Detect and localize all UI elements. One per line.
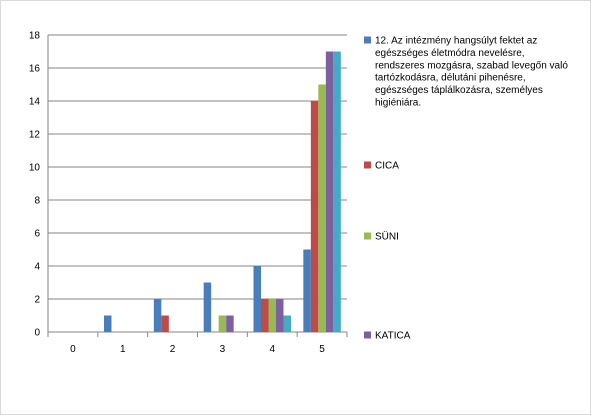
bar-series-2-cat-2 <box>161 315 169 332</box>
bar-series-4-cat-4 <box>276 299 284 332</box>
gridlines <box>48 34 347 300</box>
bar-series-1-cat-3 <box>203 282 212 332</box>
bar-series-2-cat-4 <box>261 299 269 332</box>
legend-swatch <box>364 36 371 44</box>
legend-label: KATICA <box>375 331 411 342</box>
bar-series-1-cat-4 <box>253 266 261 332</box>
bar-series-3-cat-4 <box>268 299 276 332</box>
y-tick-label: 16 <box>29 64 41 75</box>
x-tick-label: 0 <box>70 344 76 355</box>
bar-series-1-cat-5 <box>303 249 311 332</box>
bar-series-3-cat-5 <box>318 84 326 332</box>
bar-series-1-cat-1 <box>104 315 112 332</box>
bar-series-1-cat-2 <box>153 299 162 332</box>
legend: 12. Az intézmény hangsúlyt fektet azegés… <box>364 36 568 342</box>
axes <box>47 35 348 337</box>
legend-label: egészséges életmódra nevelésre, <box>375 48 525 59</box>
legend-label: egészséges táplálkozásra, személyes <box>375 85 543 96</box>
y-tick-label: 14 <box>29 97 41 108</box>
legend-entry-4: KATICA <box>364 331 411 342</box>
y-tick-label: 18 <box>29 31 41 42</box>
legend-entry-2: CICA <box>364 161 399 172</box>
y-tick-label: 10 <box>29 163 41 174</box>
legend-swatch <box>364 161 371 169</box>
bars <box>104 51 341 332</box>
bar-series-5-cat-5 <box>333 51 341 332</box>
bar-series-4-cat-3 <box>226 315 234 332</box>
y-tick-label: 6 <box>34 229 40 240</box>
y-tick-label: 12 <box>29 130 41 141</box>
legend-label: tartózkodásra, délutáni pihenésre, <box>375 73 526 84</box>
x-tick-label: 5 <box>319 344 325 355</box>
bar-series-2-cat-5 <box>310 101 319 332</box>
legend-swatch <box>364 232 371 240</box>
x-tick-label: 3 <box>220 344 226 355</box>
legend-label: CICA <box>375 161 399 172</box>
legend-entry-3: SÜNI <box>364 231 399 243</box>
bar-series-3-cat-3 <box>218 315 227 332</box>
y-tick-label: 4 <box>34 262 40 273</box>
y-tick-label: 2 <box>34 295 40 306</box>
x-tick-label: 2 <box>170 344 176 355</box>
legend-label: SÜNI <box>375 231 399 243</box>
bar-series-4-cat-5 <box>325 51 334 332</box>
x-tick-label: 1 <box>120 344 126 355</box>
legend-swatch <box>364 331 371 339</box>
legend-label: higiéniára. <box>375 98 421 109</box>
y-tick-label: 0 <box>34 328 40 339</box>
legend-entry-1: 12. Az intézmény hangsúlyt fektet azegés… <box>364 36 568 109</box>
bar-series-5-cat-4 <box>283 315 291 332</box>
x-tick-label: 4 <box>269 344 275 355</box>
legend-label: rendszeres mozgásra, szabad levegőn való <box>375 60 568 71</box>
legend-label: 12. Az intézmény hangsúlyt fektet az <box>375 36 537 47</box>
y-tick-label: 8 <box>34 196 40 207</box>
